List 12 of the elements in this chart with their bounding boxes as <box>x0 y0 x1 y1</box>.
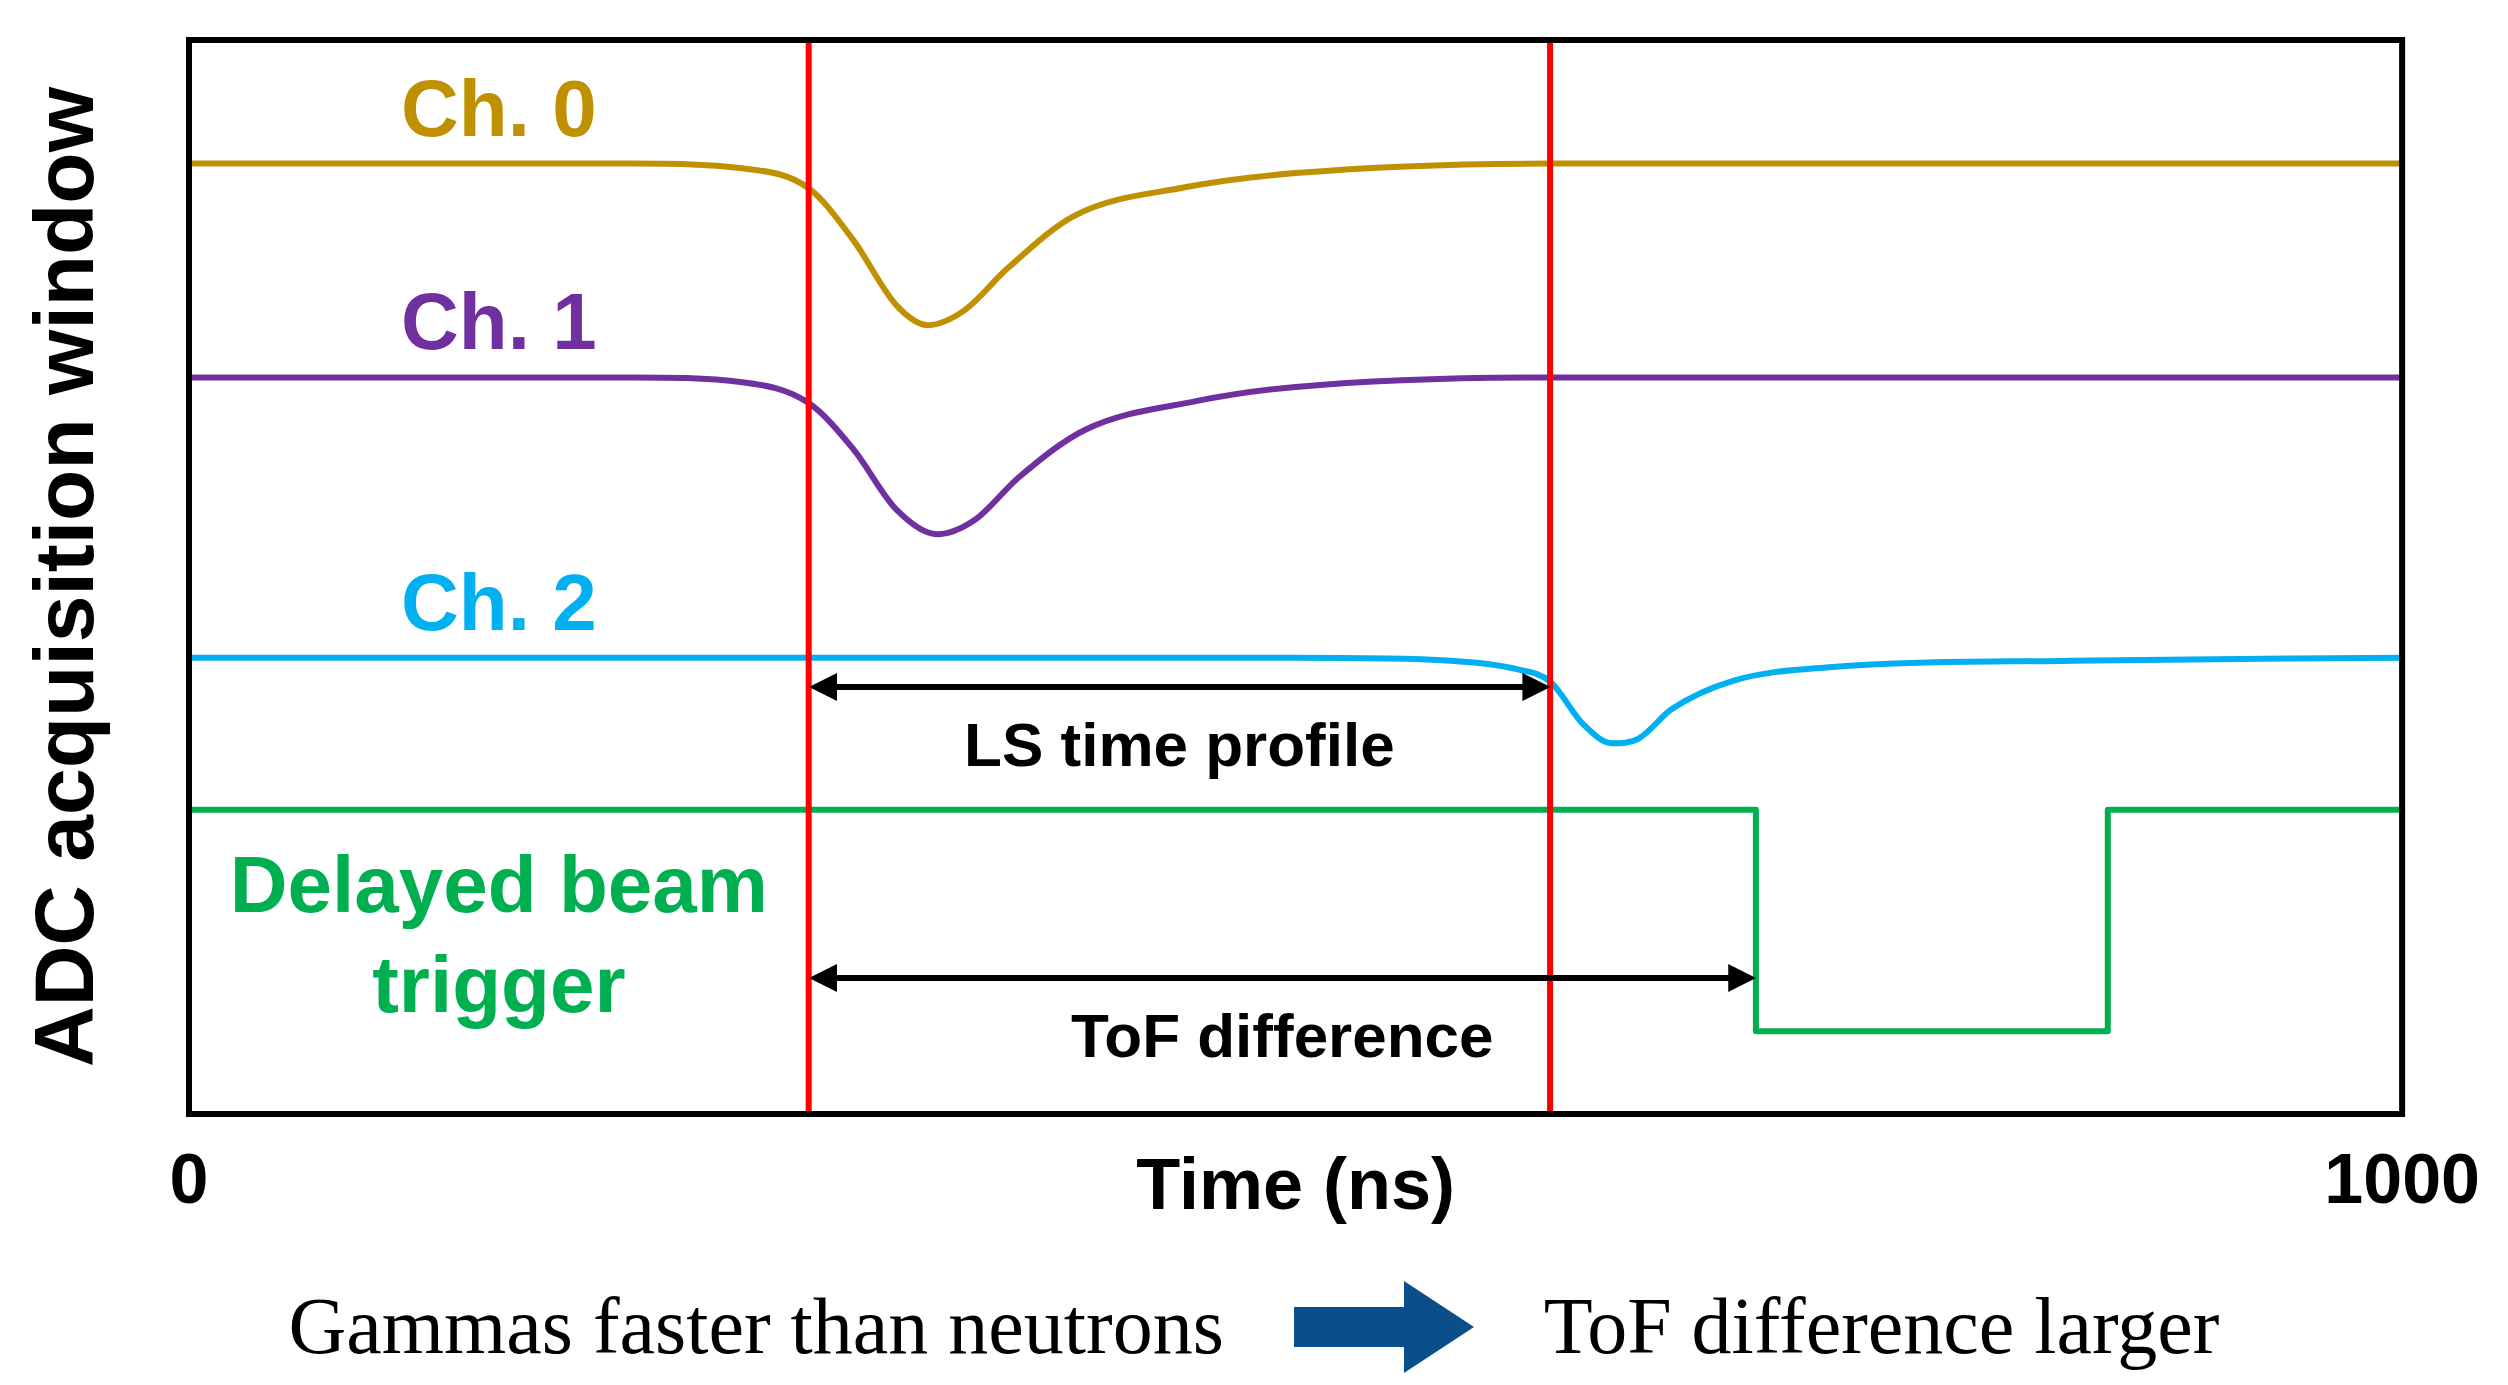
series-label: Ch. 0 <box>401 63 597 153</box>
x-tick-label: 1000 <box>2324 1140 2481 1219</box>
text: ToF difference larger <box>1543 1281 2220 1372</box>
x-tick-label: 0 <box>169 1140 209 1219</box>
x-axis-title: Time (ns) <box>1136 1143 1455 1224</box>
annotation: ToF difference <box>1071 1001 1494 1071</box>
text: Gammas faster than neutrons <box>288 1281 1224 1372</box>
series-label: Delayed beam trigger <box>229 839 768 1029</box>
y-axis-title: ADC acquisition window <box>17 86 112 1067</box>
series-label: Ch. 1 <box>401 277 597 367</box>
series-label: Ch. 2 <box>401 557 597 647</box>
annotation: LS time profile <box>964 709 1395 779</box>
